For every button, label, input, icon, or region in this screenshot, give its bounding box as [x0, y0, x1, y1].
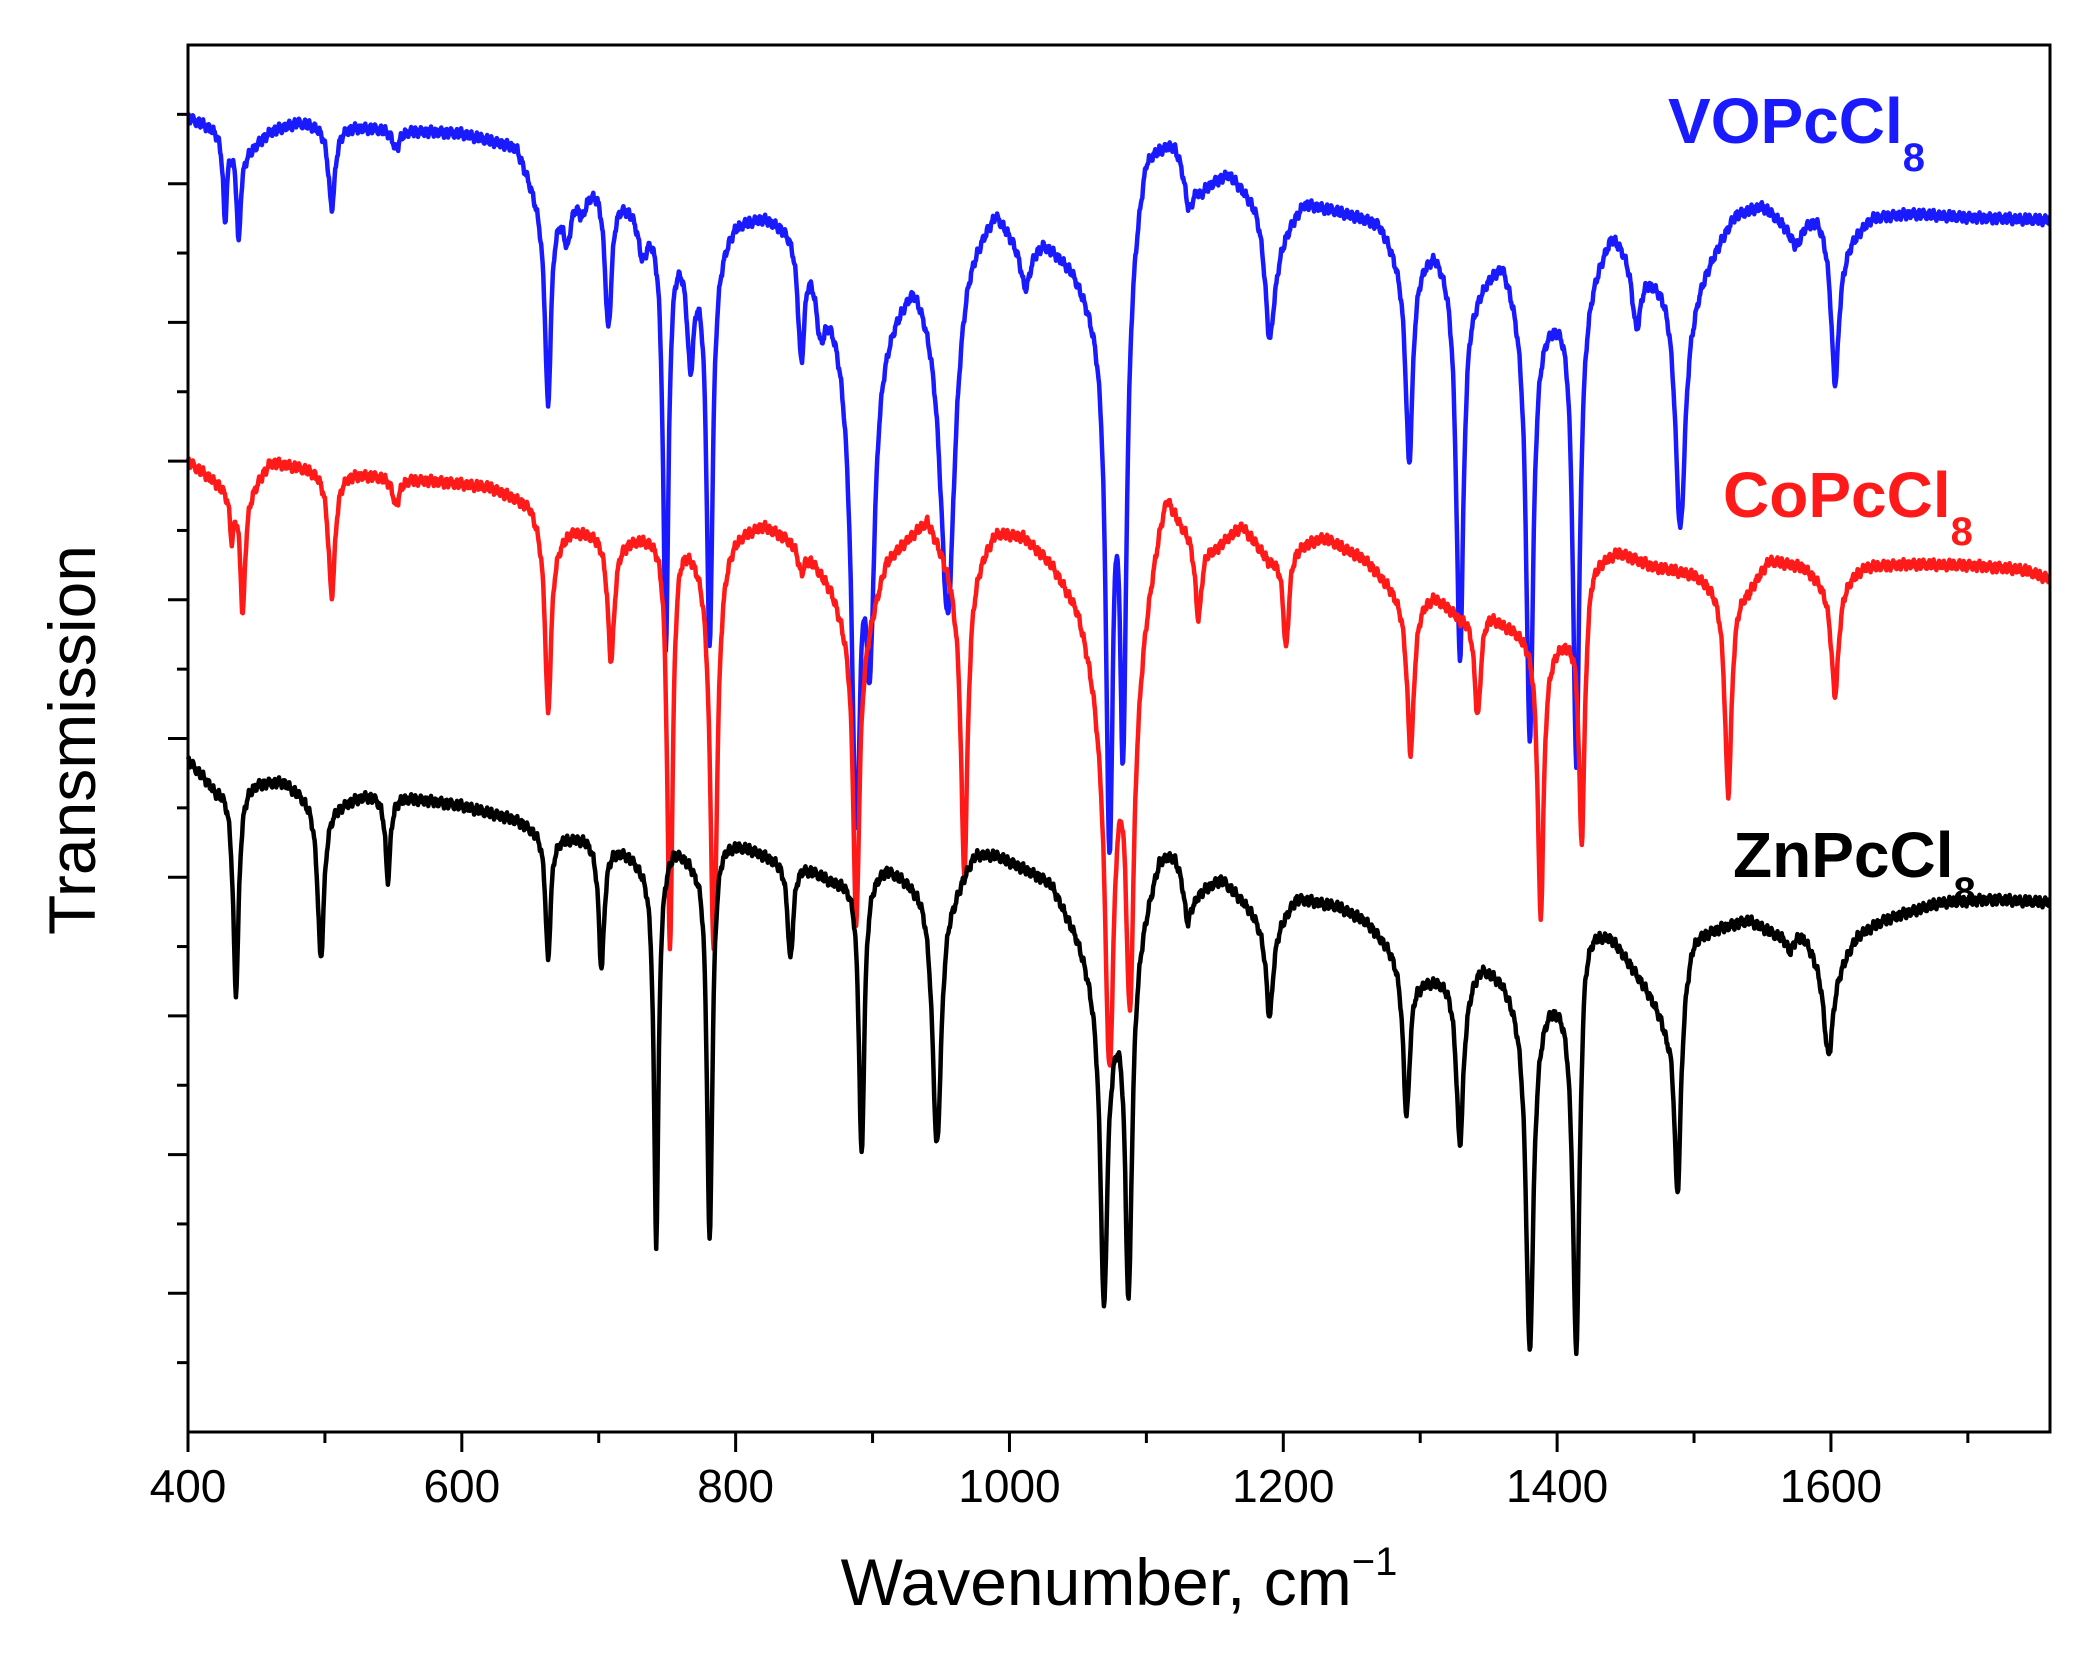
x-tick-label: 400 [150, 1460, 227, 1512]
series-layer [185, 112, 2052, 1357]
tick-labels-layer: 400 600 800 1000 1200 1400 1600 [150, 1460, 1882, 1512]
series-line-copccl8 [185, 456, 2052, 1068]
series-label-znpccl8-main: ZnPcCl [1733, 819, 1953, 891]
x-axis-title-text: Wavenumber, cm [841, 1545, 1352, 1619]
series-label-znpccl8-sub: 8 [1953, 870, 1975, 914]
x-tick-label: 600 [423, 1460, 500, 1512]
x-tick-label: 1000 [958, 1460, 1060, 1512]
series-label-vopccl8-main: VOPcCl [1668, 85, 1903, 157]
y-axis-title: Transmission [35, 545, 109, 935]
series-line-vopccl8 [185, 112, 2052, 856]
series-label-znpccl8: ZnPcCl8 [1733, 819, 1976, 914]
series-label-vopccl8-sub: 8 [1903, 136, 1925, 180]
x-tick-label: 1400 [1506, 1460, 1608, 1512]
x-tick-label: 1600 [1780, 1460, 1882, 1512]
x-tick-label: 1200 [1232, 1460, 1334, 1512]
x-tick-label: 800 [697, 1460, 774, 1512]
series-label-copccl8: CoPcCl8 [1723, 459, 1973, 554]
series-label-vopccl8: VOPcCl8 [1668, 85, 1925, 180]
x-axis-title: Wavenumber, cm−1 [841, 1540, 1398, 1619]
ticks-layer [168, 112, 1970, 1452]
series-line-znpccl8 [185, 755, 2052, 1357]
series-label-copccl8-sub: 8 [1951, 510, 1973, 554]
x-axis-title-sup: −1 [1352, 1540, 1398, 1584]
series-label-copccl8-main: CoPcCl [1723, 459, 1951, 531]
